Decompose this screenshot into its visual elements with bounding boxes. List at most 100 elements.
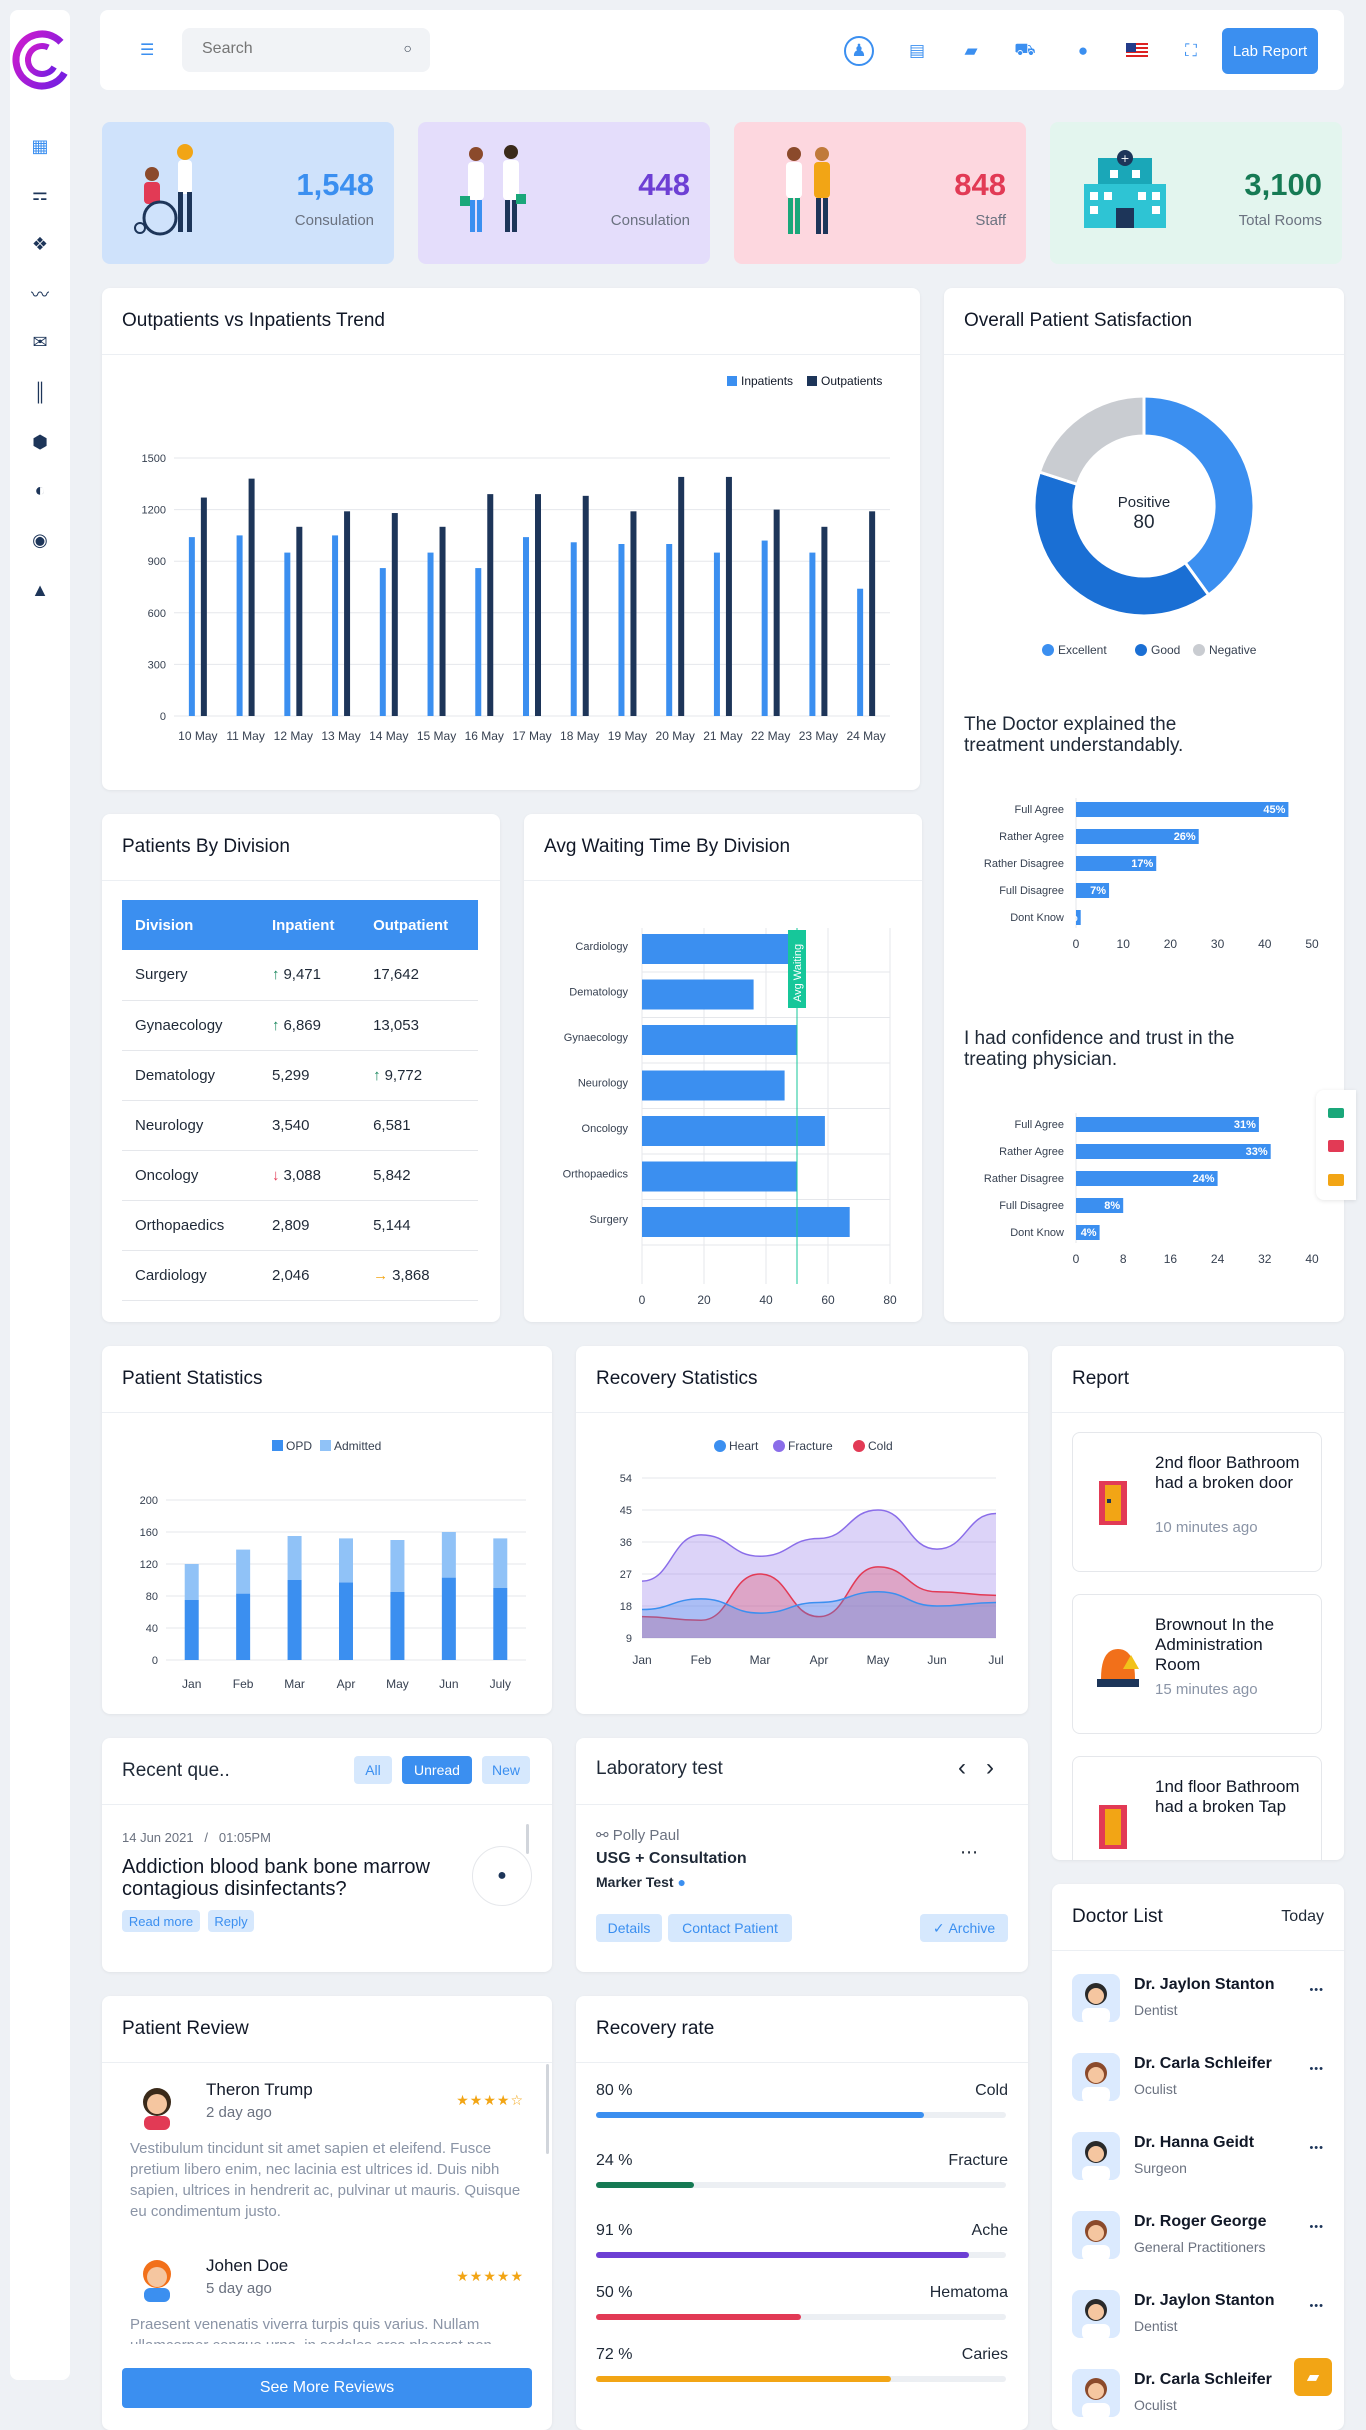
more-icon[interactable]: •••: [1309, 2142, 1324, 2154]
legend-swatch: [807, 376, 817, 386]
mail-icon[interactable]: ✉: [32, 331, 48, 352]
archive-button[interactable]: ✓ Archive: [920, 1914, 1008, 1942]
bell-icon[interactable]: ♟: [844, 36, 874, 66]
lock-icon[interactable]: ◉: [32, 529, 48, 550]
table-header: Inpatient: [258, 900, 361, 950]
pulse-icon[interactable]: 〰: [31, 285, 49, 305]
file-icon[interactable]: ▰: [964, 41, 978, 60]
tab-unread[interactable]: Unread: [402, 1756, 472, 1784]
more-icon[interactable]: •••: [1309, 1984, 1324, 1996]
tab-new[interactable]: New: [482, 1756, 530, 1784]
more-icon[interactable]: •••: [1309, 2300, 1324, 2312]
alarm-light-icon: [1097, 1649, 1139, 1687]
bar-opd: [390, 1592, 405, 1660]
report-item[interactable]: 2nd floor Bathroom had a broken door 10 …: [1072, 1432, 1322, 1572]
read-more-button[interactable]: Read more: [122, 1910, 200, 1932]
logo[interactable]: [10, 28, 70, 92]
avatar: [143, 2088, 171, 2130]
search-icon[interactable]: ○: [403, 40, 412, 56]
prev-arrow-icon[interactable]: ‹: [958, 1754, 966, 1781]
card-title: Outpatients vs Inpatients Trend: [122, 310, 385, 331]
report-text: 2nd floor Bathroom had a broken door: [1155, 1453, 1300, 1492]
flag-icon[interactable]: [1124, 38, 1150, 64]
division-name: Oncology: [122, 1150, 259, 1201]
table-row[interactable]: Oncology ↓ 3,088 5,842: [122, 1150, 478, 1201]
stat-card-consultation-2: 448 Consulation: [418, 122, 710, 264]
menu-icon[interactable]: ☰: [140, 42, 155, 59]
fullscreen-icon[interactable]: ⛶: [1185, 41, 1197, 60]
y-tick-label: 0: [152, 1655, 158, 1667]
more-icon[interactable]: •••: [1309, 2063, 1324, 2075]
doctor-filter[interactable]: Today: [1281, 1908, 1324, 1925]
table-row[interactable]: Orthopaedics 2,809 5,144: [122, 1200, 478, 1251]
scrollbar[interactable]: [526, 1824, 529, 1854]
image-icon[interactable]: [1328, 1140, 1344, 1152]
inpatient-cell: ↑ 6,869: [258, 1000, 361, 1051]
report-item[interactable]: 1nd floor Bathroom had a broken Tap: [1072, 1756, 1322, 1860]
layout-icon[interactable]: ▤: [908, 41, 926, 60]
box-icon[interactable]: ⬢: [32, 431, 48, 452]
contact-patient-button[interactable]: Contact Patient: [668, 1914, 792, 1942]
trend-arrow-icon: ↑: [373, 1066, 381, 1084]
table-row[interactable]: Cardiology 2,046 → 3,868: [122, 1250, 478, 1301]
cart-icon[interactable]: ⛟: [1014, 40, 1036, 59]
chat-bubble-icon[interactable]: ●: [472, 1846, 532, 1906]
table-row[interactable]: Surgery ↑ 9,471 17,642: [122, 950, 478, 1001]
warning-icon[interactable]: ▲: [31, 579, 49, 600]
more-icon[interactable]: ⋯: [960, 1842, 979, 1862]
outpatient-value: 5,842: [373, 1166, 411, 1184]
bar: [642, 934, 797, 964]
chat-widget-icon[interactable]: ▰: [1294, 2358, 1332, 2396]
table-row[interactable]: Dematology 5,299 ↑ 9,772: [122, 1050, 478, 1101]
lab-report-button[interactable]: Lab Report: [1222, 28, 1318, 74]
data-label: 24%: [1193, 1173, 1215, 1185]
report-item[interactable]: Brownout In the Administration Room 15 m…: [1072, 1594, 1322, 1734]
see-more-reviews-button[interactable]: See More Reviews: [122, 2368, 532, 2408]
stat-label: Staff: [975, 212, 1006, 229]
question-time: 01:05PM: [218, 1830, 271, 1845]
money-icon[interactable]: [1328, 1108, 1344, 1118]
bar-admitted: [184, 1564, 199, 1600]
bar-inpatients: [857, 588, 864, 716]
bar-inpatients: [284, 552, 291, 716]
x-tick-label: 16: [1164, 1252, 1178, 1266]
folder-icon[interactable]: [1328, 1174, 1344, 1186]
report-time: 15 minutes ago: [1155, 1681, 1258, 1698]
tab-all[interactable]: All: [354, 1756, 392, 1784]
globe-icon[interactable]: ◐: [34, 479, 46, 500]
next-arrow-icon[interactable]: ›: [986, 1754, 994, 1781]
inpatient-cell: 2,046: [258, 1250, 361, 1301]
search-box[interactable]: ○: [182, 28, 430, 72]
y-tick-label: Orthopaedics: [563, 1169, 629, 1181]
patient-name-text: Polly Paul: [612, 1827, 680, 1844]
avatar: [1072, 2053, 1120, 2101]
test-name: USG + Consultation: [596, 1850, 747, 1867]
search-input[interactable]: [202, 40, 382, 58]
data-label: 4%: [1081, 1227, 1097, 1239]
doctor-row[interactable]: Dr. Roger George General Practitioners •••: [1072, 2207, 1324, 2267]
apps-icon[interactable]: ❖: [31, 233, 49, 254]
outpatient-value: 5,144: [373, 1216, 411, 1234]
dashboard-icon[interactable]: ▦: [31, 135, 49, 156]
more-icon[interactable]: •••: [1309, 2221, 1324, 2233]
doctor-row[interactable]: Dr. Jaylon Stanton Dentist •••: [1072, 1970, 1324, 2030]
chat-icon[interactable]: ●: [1077, 41, 1089, 60]
doctor-row[interactable]: Dr. Hanna Geidt Surgeon •••: [1072, 2128, 1324, 2188]
toggle-icon[interactable]: ⚎: [31, 183, 49, 204]
avg-marker: [788, 930, 806, 1008]
question-1: The Doctor explained the treatment under…: [964, 714, 1184, 756]
patient-name: ⚯ Polly Paul: [596, 1826, 679, 1844]
reply-button[interactable]: Reply: [208, 1910, 254, 1932]
scrollbar[interactable]: [546, 2064, 549, 2154]
details-button[interactable]: Details: [596, 1914, 662, 1942]
x-tick-label: Apr: [337, 1677, 356, 1691]
legend-swatch: [714, 1440, 726, 1452]
table-row[interactable]: Neurology 3,540 6,581: [122, 1100, 478, 1151]
table-row[interactable]: Gynaecology ↑ 6,869 13,053: [122, 1000, 478, 1051]
x-tick-label: 20: [1164, 937, 1178, 951]
doctor-name: Dr. Roger George: [1134, 2213, 1267, 2230]
doctor-row[interactable]: Dr. Jaylon Stanton Dentist •••: [1072, 2286, 1324, 2346]
library-icon[interactable]: ║: [33, 381, 47, 402]
